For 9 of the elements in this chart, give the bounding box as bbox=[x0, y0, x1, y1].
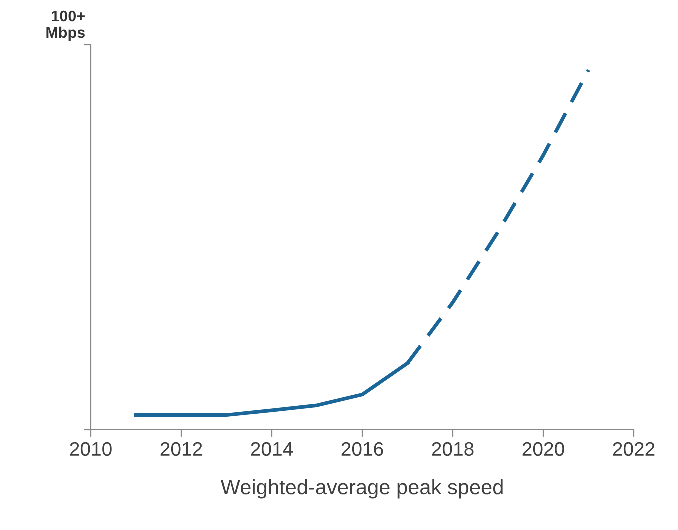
x-tick-label: 2016 bbox=[342, 442, 384, 456]
x-tick-label: 2018 bbox=[432, 442, 474, 456]
x-tick-label: 2020 bbox=[522, 442, 564, 456]
x-tick-label: 2022 bbox=[613, 442, 655, 456]
x-axis-title: Weighted-average peak speed bbox=[220, 479, 503, 499]
y-axis-title: 100+ Mbps bbox=[46, 10, 85, 42]
x-tick-label: 2014 bbox=[251, 442, 294, 456]
x-tick-label: 2010 bbox=[70, 442, 112, 456]
x-tick-label: 2012 bbox=[160, 442, 202, 456]
